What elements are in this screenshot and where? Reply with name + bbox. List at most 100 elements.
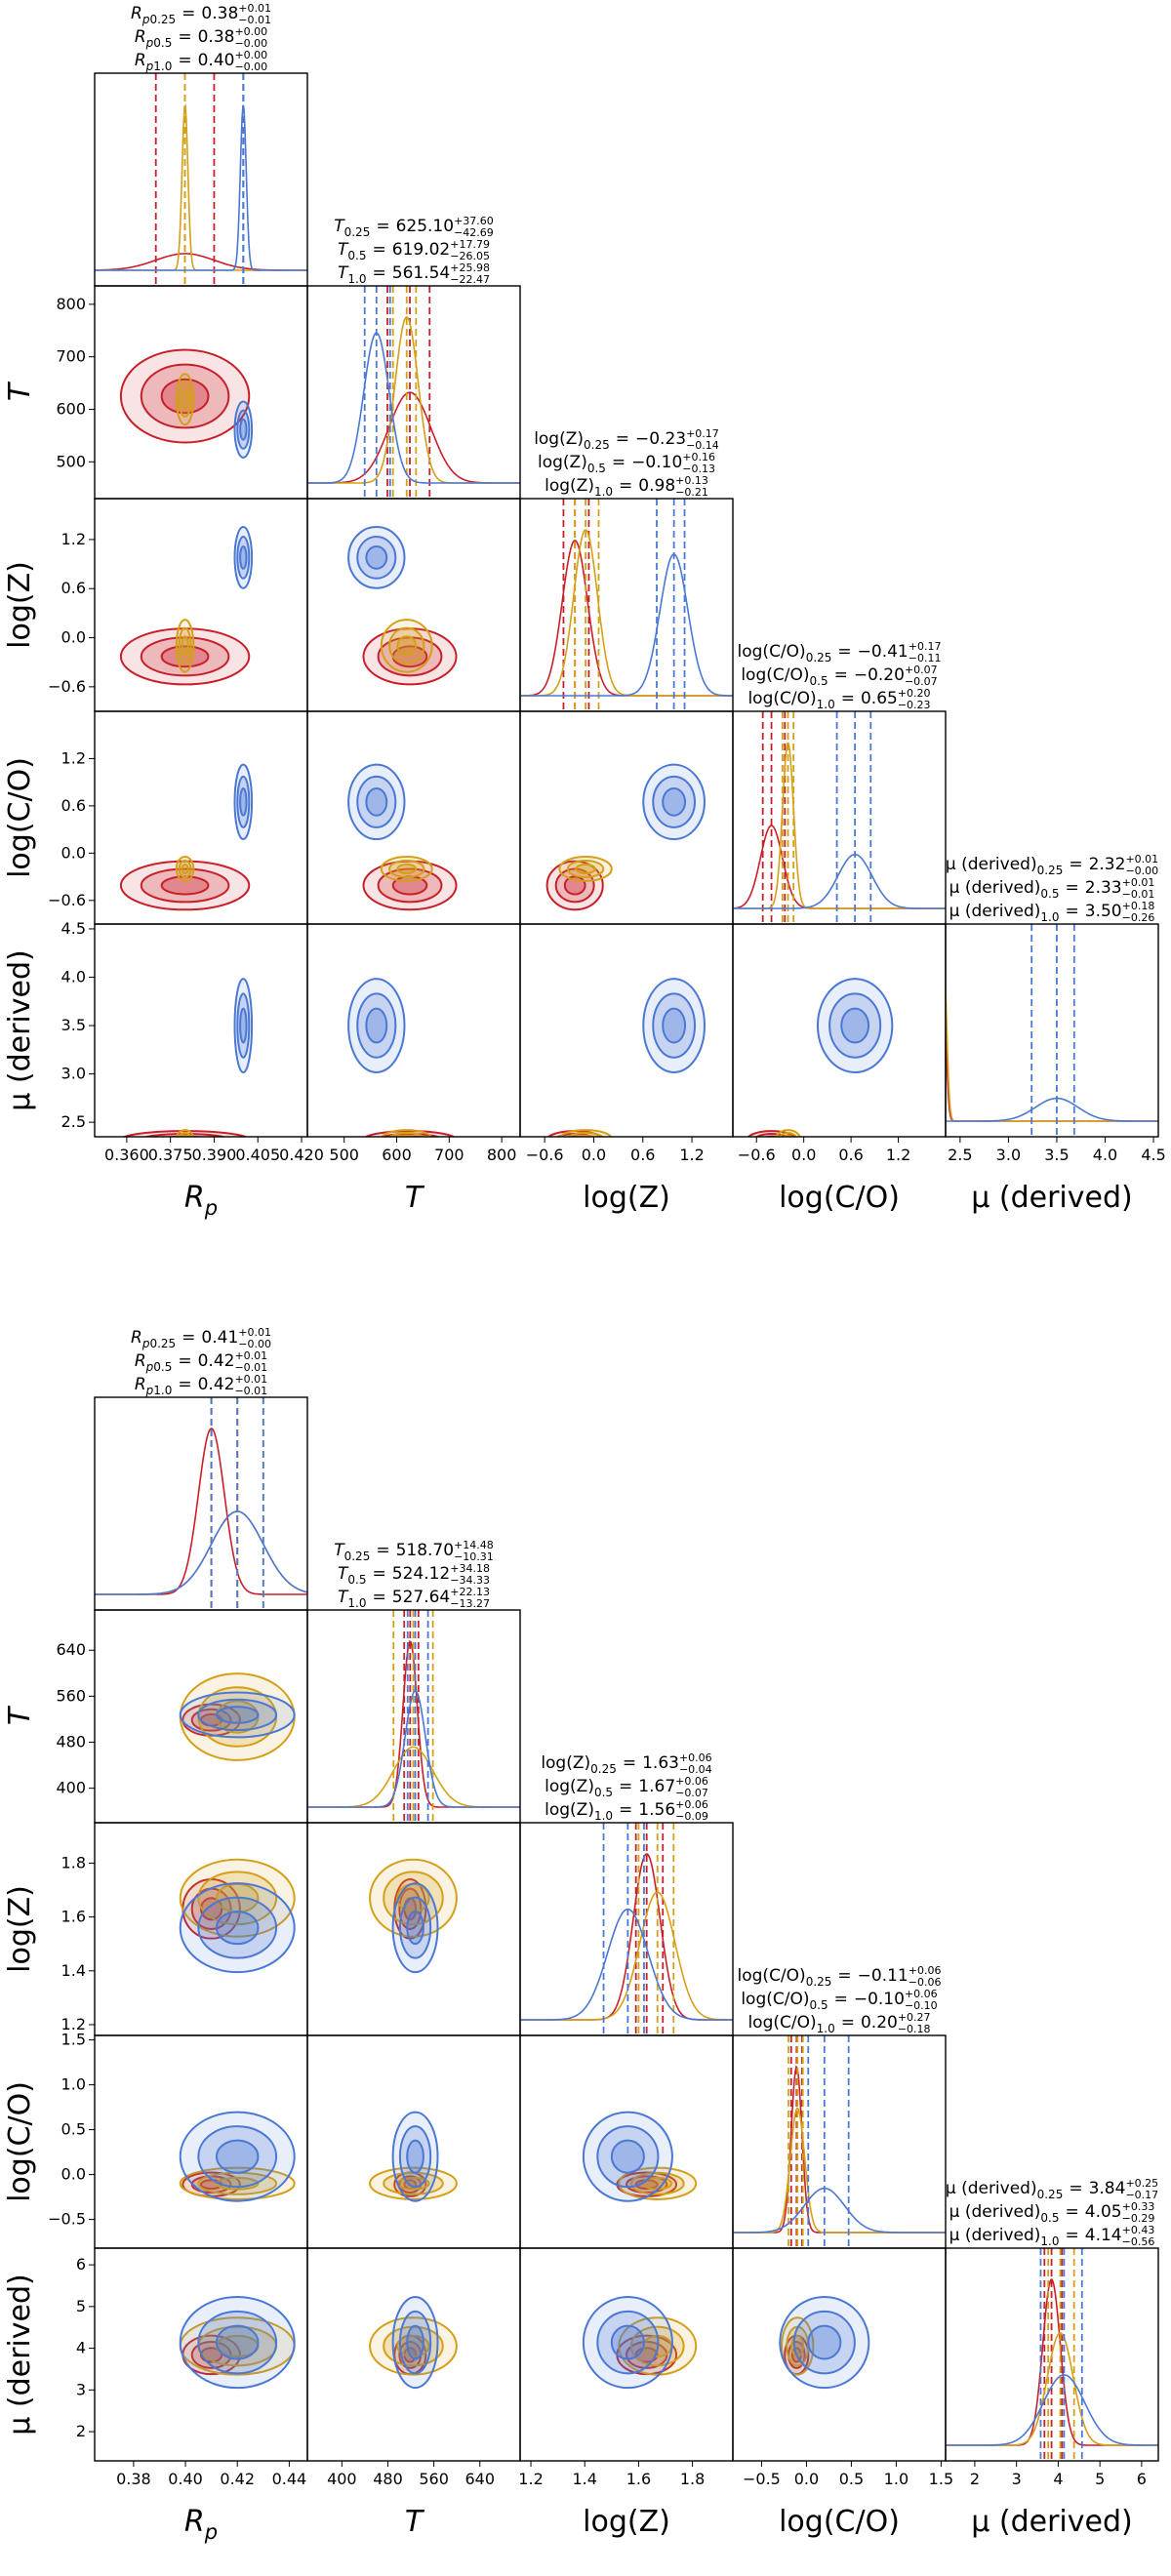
annotation-plus: +17.79: [450, 238, 490, 251]
annotation: T0.25 = 518.70+14.48 −10.31: [334, 1539, 494, 1563]
annotation-minus: −0.23: [898, 699, 931, 711]
histogram: [95, 253, 307, 271]
contour: [178, 626, 192, 665]
y-tick-label: −0.6: [48, 677, 86, 696]
contour: [178, 860, 192, 878]
contour: [365, 786, 388, 817]
annotation: μ (derived)0.5 = 4.05+0.33 −0.29: [949, 2200, 1155, 2225]
annotation-plus: +25.98: [450, 262, 490, 274]
y-tick-label: 4: [76, 2339, 86, 2357]
param-subscript: p: [141, 1337, 150, 1350]
relation: =: [834, 1990, 848, 2009]
pair-panel: 400 480 560 640: [306, 2247, 521, 2488]
param-symbol: log(Z): [545, 1800, 594, 1820]
annotation-value: −0.23: [635, 429, 686, 449]
contour: [365, 1007, 388, 1044]
contour: [575, 863, 596, 875]
contour: [582, 2296, 673, 2390]
relation: =: [376, 1541, 389, 1560]
relation: =: [1066, 878, 1079, 898]
param-symbol: log(C/O): [741, 1990, 809, 2009]
annotation-plus: +37.60: [454, 215, 494, 227]
histogram: [520, 1908, 733, 2021]
contour: [406, 2139, 424, 2174]
contour: [566, 860, 605, 878]
contour: [179, 2296, 296, 2390]
x-tick-label: 1.6: [626, 2470, 651, 2488]
annotation-minus: −42.69: [454, 226, 494, 239]
relation: =: [619, 476, 632, 496]
contour: [406, 1911, 424, 1946]
pair-panel: −0.6 0.0 0.6 1.2: [48, 498, 308, 712]
annotation-minus: −0.14: [686, 439, 719, 452]
panel-content: [747, 978, 894, 1137]
annotation: log(C/O)0.25 = −0.11+0.06 −0.06: [738, 1964, 942, 1989]
x-tick-label: 5: [1095, 2470, 1105, 2488]
y-tick-label: 2: [76, 2422, 86, 2440]
y-tick-label: 1.5: [61, 2031, 86, 2049]
contour: [236, 992, 251, 1059]
y-tick-label: 1.2: [61, 748, 86, 767]
annotation-value: 0.41: [201, 1328, 238, 1348]
contour: [178, 381, 192, 418]
y-tick-label: 0.5: [61, 2120, 86, 2139]
x-tick-label: 1.2: [518, 2470, 543, 2488]
annotation-value: 0.98: [638, 476, 675, 496]
series-subscript: 0.25: [806, 1975, 832, 1989]
contour: [140, 867, 230, 904]
y-axis-label: log(C/O): [3, 757, 37, 878]
panel-content: [520, 499, 733, 711]
diagonal-panel: μ (derived)0.25 = 2.32+0.01 −0.00μ (derived…: [945, 853, 1166, 1164]
x-tick-label: 0.405: [235, 1146, 280, 1164]
y-tick-label: 3: [76, 2380, 86, 2398]
y-axis-label: T: [3, 381, 37, 401]
annotation: T1.0 = 561.54+25.98 −22.47: [338, 262, 490, 286]
param-symbol: μ (derived): [971, 2505, 1132, 2539]
contour: [792, 2310, 856, 2375]
annotation-value: 524.12: [392, 1564, 450, 1584]
panel-content: [119, 526, 254, 686]
relation: =: [182, 4, 195, 23]
annotation: μ (derived)1.0 = 3.50+0.18 −0.26: [949, 900, 1155, 924]
annotation: log(C/O)1.0 = 0.20+0.27 −0.18: [747, 2011, 930, 2035]
annotation-minus: −0.29: [1122, 2212, 1155, 2225]
panel-content: [119, 763, 254, 911]
relation: =: [616, 429, 629, 449]
annotation-minus: −0.06: [909, 1976, 942, 1989]
panel-content: [347, 978, 456, 1137]
contour: [197, 1698, 278, 1732]
series-subscript: 1.0: [347, 1596, 366, 1610]
relation: =: [182, 1328, 195, 1348]
y-tick-label: 0.0: [61, 843, 86, 862]
panel-frame: [306, 1609, 521, 1824]
relation: =: [178, 1351, 191, 1371]
x-axis-label: T: [405, 2505, 425, 2539]
diagonal-panel: μ (derived)0.25 = 3.84+0.25 −0.17μ (derived…: [945, 2177, 1159, 2488]
annotation-minus: −10.31: [454, 1550, 494, 1563]
x-tick-label: 560: [419, 2470, 449, 2488]
contour: [190, 2340, 232, 2369]
x-tick-label: 4: [1053, 2470, 1063, 2488]
contour: [181, 863, 189, 875]
param-symbol: T: [334, 217, 345, 236]
annotation: μ (derived)0.25 = 3.84+0.25 −0.17: [946, 2177, 1158, 2201]
annotation-value: 2.32: [1089, 855, 1126, 874]
relation: =: [1066, 902, 1079, 921]
contour: [197, 2310, 278, 2375]
pair-panel: 1.2 1.4 1.6 1.8: [518, 2247, 734, 2488]
param-symbol: R: [184, 1181, 205, 1215]
x-tick-label: 3.5: [1044, 1146, 1069, 1164]
annotation: log(C/O)1.0 = 0.65+0.20 −0.23: [747, 687, 930, 711]
series-subscript: 0.25: [149, 1337, 176, 1350]
contour: [828, 992, 882, 1059]
relation: =: [1069, 855, 1082, 874]
annotation-value: 527.64: [392, 1588, 450, 1607]
annotation: log(C/O)0.5 = −0.10+0.06 −0.10: [741, 1988, 937, 2012]
y-tick-label: 0.6: [61, 796, 86, 815]
x-tick-label: 2.5: [948, 1146, 972, 1164]
relation: =: [841, 689, 855, 708]
histogram: [520, 529, 733, 697]
annotation-plus: +0.01: [234, 1349, 267, 1362]
annotation-plus: +34.18: [450, 1562, 490, 1575]
